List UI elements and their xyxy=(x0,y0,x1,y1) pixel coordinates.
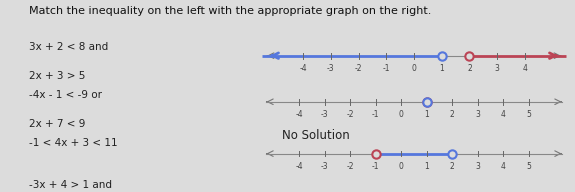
Text: 3x + 2 < 8 and: 3x + 2 < 8 and xyxy=(29,42,108,52)
Text: -3: -3 xyxy=(321,110,329,119)
Text: 2x + 3 > 5: 2x + 3 > 5 xyxy=(29,71,85,81)
Text: 5: 5 xyxy=(526,162,531,171)
Text: 3: 3 xyxy=(475,110,480,119)
Text: -4x - 1 < -9 or: -4x - 1 < -9 or xyxy=(29,90,102,100)
Text: 4: 4 xyxy=(501,162,505,171)
Text: -3: -3 xyxy=(321,162,329,171)
Text: 2: 2 xyxy=(450,110,455,119)
Text: 1: 1 xyxy=(439,64,444,73)
Text: -4: -4 xyxy=(296,110,303,119)
Text: -1: -1 xyxy=(372,162,380,171)
Text: 4: 4 xyxy=(523,64,527,73)
Text: -2: -2 xyxy=(355,64,362,73)
Text: -1: -1 xyxy=(382,64,390,73)
Text: -4: -4 xyxy=(296,162,303,171)
Text: 2x + 7 < 9: 2x + 7 < 9 xyxy=(29,119,85,129)
Text: 4: 4 xyxy=(501,110,505,119)
Text: 1: 1 xyxy=(424,162,429,171)
Text: -2: -2 xyxy=(347,162,354,171)
Text: -3x + 4 > 1 and: -3x + 4 > 1 and xyxy=(29,180,112,190)
Text: 2: 2 xyxy=(450,162,455,171)
Text: -3: -3 xyxy=(327,64,335,73)
Text: -4: -4 xyxy=(300,64,307,73)
Text: 1: 1 xyxy=(424,110,429,119)
Text: 3: 3 xyxy=(494,64,500,73)
Text: -2: -2 xyxy=(347,110,354,119)
Text: No Solution: No Solution xyxy=(282,129,350,142)
Text: -1: -1 xyxy=(372,110,380,119)
Text: 3: 3 xyxy=(475,162,480,171)
Text: -1 < 4x + 3 < 11: -1 < 4x + 3 < 11 xyxy=(29,138,117,148)
Text: 2: 2 xyxy=(467,64,472,73)
Text: 0: 0 xyxy=(412,64,416,73)
Text: Match the inequality on the left with the appropriate graph on the right.: Match the inequality on the left with th… xyxy=(29,6,431,16)
Text: 0: 0 xyxy=(399,110,404,119)
Text: 0: 0 xyxy=(399,162,404,171)
Text: 5: 5 xyxy=(526,110,531,119)
